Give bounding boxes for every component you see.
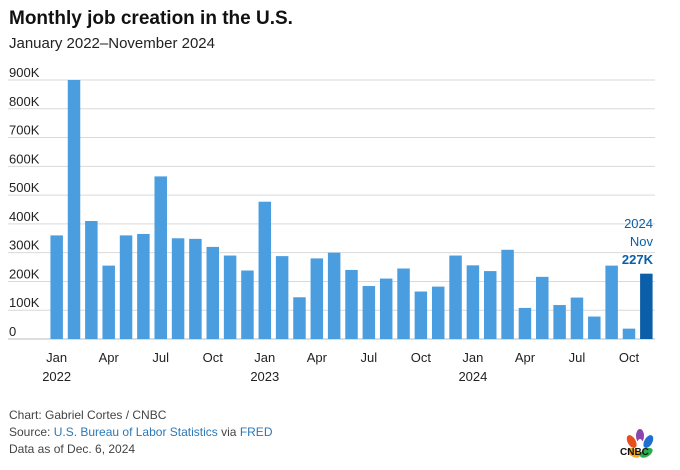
bar-2023-08 (379, 278, 393, 339)
chart-subtitle: January 2022–November 2024 (9, 35, 215, 52)
bar-2024-09 (605, 265, 618, 339)
x-tick-label: Jul (152, 350, 169, 365)
bar-2022-08 (171, 238, 185, 339)
bar-2024-02 (484, 271, 497, 339)
y-tick-label: 200K (9, 266, 40, 281)
bar-2023-10 (414, 291, 428, 339)
x-tick-label: Oct (619, 350, 640, 365)
bar-2023-02 (275, 256, 289, 339)
y-tick-label: 900K (9, 65, 40, 80)
x-tick-label: Jul (569, 350, 586, 365)
cnbc-logo-text: CNBC (620, 447, 649, 458)
bar-2024-11 (640, 273, 653, 339)
y-tick-label: 100K (9, 295, 40, 310)
bars (50, 80, 653, 339)
x-tick-year-label: 2023 (250, 369, 279, 384)
x-tick-label: Jan (46, 350, 67, 365)
bar-2023-11 (431, 286, 445, 339)
source-link-bls[interactable]: U.S. Bureau of Labor Statistics (53, 425, 218, 439)
bar-2024-08 (588, 316, 601, 339)
y-tick-label: 700K (9, 123, 40, 138)
x-tick-label: Jan (462, 350, 483, 365)
bar-2022-09 (189, 238, 202, 339)
chart-title: Monthly job creation in the U.S. (9, 8, 293, 29)
bar-2022-03 (85, 221, 98, 339)
bar-2023-04 (310, 258, 324, 339)
bar-2024-07 (570, 297, 584, 339)
bar-2022-04 (102, 265, 115, 339)
bar-2024-10 (622, 328, 636, 339)
source-link-fred[interactable]: FRED (239, 425, 273, 439)
annotation-value: 227K (622, 252, 654, 267)
source-prefix: Source: (9, 425, 54, 439)
source-mid: via (217, 425, 240, 439)
chart-credit: Chart: Gabriel Cortes / CNBC (9, 408, 167, 422)
bar-2022-02 (67, 80, 81, 339)
bar-2024-03 (501, 249, 514, 339)
bar-2023-01 (258, 201, 272, 339)
bar-2023-06 (345, 269, 358, 339)
x-tick-year-label: 2024 (458, 369, 487, 384)
y-tick-label: 800K (9, 94, 40, 109)
x-tick-label: Oct (203, 350, 224, 365)
bar-2024-04 (518, 307, 532, 339)
source-line: Source: U.S. Bureau of Labor Statistics … (9, 425, 272, 439)
bar-2022-06 (137, 233, 150, 339)
bar-2022-05 (119, 235, 133, 339)
bar-2022-12 (241, 270, 254, 339)
x-tick-year-label: 2022 (42, 369, 71, 384)
y-axis-labels: 0 100K 200K 300K 400K 500K 600K 700K 800K 900K (9, 65, 40, 339)
y-tick-label: 300K (9, 238, 40, 253)
y-tick-label: 0 (9, 324, 16, 339)
data-as-of: Data as of Dec. 6, 2024 (9, 442, 136, 456)
annotation: 2024 Nov 227K (622, 216, 654, 267)
y-tick-label: 400K (9, 209, 40, 224)
bar-2022-01 (50, 235, 63, 339)
bar-2024-05 (536, 276, 549, 339)
bar-chart: 0 100K 200K 300K 400K 500K 600K 700K 800K 900K Ja… (8, 65, 655, 384)
x-tick-label: Apr (99, 350, 120, 365)
bar-2022-10 (206, 246, 219, 339)
bar-2023-09 (397, 268, 410, 339)
y-tick-label: 600K (9, 151, 40, 166)
bar-2022-11 (223, 255, 237, 339)
y-tick-label: 500K (9, 180, 40, 195)
bar-2023-05 (327, 252, 341, 339)
x-tick-label: Apr (307, 350, 328, 365)
bar-2022-07 (154, 176, 167, 339)
x-tick-label: Jan (254, 350, 275, 365)
bar-2024-06 (553, 305, 566, 339)
x-tick-label: Oct (411, 350, 432, 365)
annotation-month: Nov (630, 234, 654, 249)
bar-2023-12 (449, 255, 462, 339)
x-axis-labels: Jan 2022 Apr Jul Oct Jan 2023 Apr Jul Oct Jan 2024 A… (42, 350, 639, 384)
x-tick-label: Jul (361, 350, 378, 365)
annotation-year: 2024 (624, 216, 653, 231)
cnbc-peacock-icon (626, 429, 654, 458)
bar-2023-03 (293, 297, 306, 339)
bar-2023-07 (362, 286, 376, 339)
bar-2024-01 (466, 265, 480, 339)
x-tick-label: Apr (515, 350, 536, 365)
